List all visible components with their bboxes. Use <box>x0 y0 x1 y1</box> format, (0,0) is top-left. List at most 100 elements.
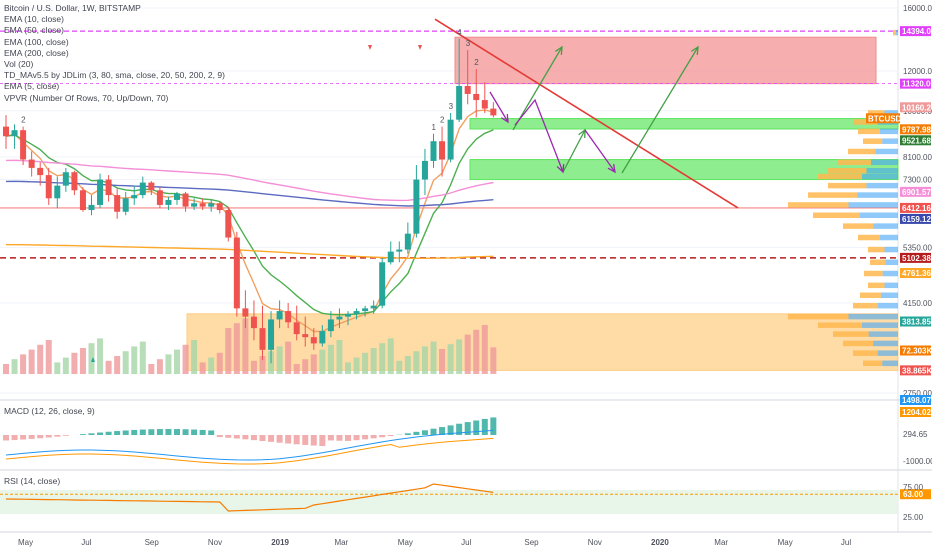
candle-body <box>371 306 377 309</box>
volume-bar <box>294 364 300 374</box>
macd-histogram-bar <box>319 435 325 446</box>
volume-bar <box>71 353 77 374</box>
volume-profile-bar <box>880 235 898 241</box>
volume-bar <box>200 362 206 374</box>
price-tag-text: 6159.12 <box>902 215 931 224</box>
legend-volume[interactable]: Vol (20) <box>4 59 225 70</box>
candle-body <box>456 86 462 120</box>
macd-histogram-bar <box>285 435 291 444</box>
price-tag-text: 14394.00 <box>902 27 932 36</box>
macd-histogram-bar <box>123 430 129 435</box>
candle-body <box>379 262 385 305</box>
candle-body <box>140 183 146 195</box>
rsi-band <box>0 490 898 514</box>
macd-histogram-bar <box>268 435 274 442</box>
macd-label[interactable]: MACD (12, 26, close, 9) <box>4 406 95 416</box>
candle-body <box>405 234 411 250</box>
legend-td-ma[interactable]: TD_MAv5.5 by JDLim (3, 80, sma, close, 2… <box>4 70 225 81</box>
macd-histogram-bar <box>336 435 342 441</box>
volume-profile-bar <box>853 350 878 356</box>
volume-profile-bar <box>881 293 898 299</box>
macd-histogram-bar <box>422 430 428 435</box>
volume-profile-bar <box>858 235 880 241</box>
macd-histogram-bar <box>413 432 419 435</box>
macd-histogram-bar <box>29 435 35 439</box>
volume-profile-bar <box>883 271 898 277</box>
candle-body <box>268 319 274 349</box>
macd-histogram-bar <box>200 430 206 435</box>
price-tag-text: 38.865K <box>902 366 932 375</box>
volume-profile-bar <box>863 138 882 144</box>
volume-profile-bar <box>885 283 899 289</box>
volume-profile-bar <box>878 303 898 309</box>
volume-bar <box>456 339 462 374</box>
macd-histogram-bar <box>191 430 197 435</box>
volume-bar <box>362 353 368 374</box>
price-tag-text: 9787.98 <box>902 125 931 134</box>
volume-bar <box>482 325 488 374</box>
td-count-label: 4 <box>457 28 462 37</box>
volume-bar <box>311 354 317 374</box>
candle-body <box>465 86 471 94</box>
chart-title[interactable]: Bitcoin / U.S. Dollar, 1W, BITSTAMP <box>4 3 225 14</box>
macd-histogram-bar <box>183 429 189 435</box>
macd-tick-label: 1204.02 <box>902 408 931 417</box>
time-tick-label: May <box>18 538 33 547</box>
zone-accumulation <box>187 314 898 371</box>
candle-body <box>97 180 103 205</box>
candle-body <box>362 308 368 311</box>
price-tag-text: 3813.85 <box>902 317 931 326</box>
macd-histogram-bar <box>37 435 43 438</box>
macd-histogram-bar <box>217 435 223 437</box>
macd-histogram-bar <box>490 417 496 435</box>
td-count-label: 1 <box>432 123 437 132</box>
volume-profile-bar <box>873 341 898 347</box>
volume-profile-bar <box>818 322 862 328</box>
volume-profile-bar <box>788 202 849 208</box>
time-tick-label: Mar <box>335 538 349 547</box>
volume-bar <box>148 364 154 374</box>
time-tick-label: 2020 <box>651 538 669 547</box>
candle-body <box>29 160 35 168</box>
macd-histogram-bar <box>362 435 368 439</box>
volume-bar <box>217 353 223 374</box>
legend-ema200[interactable]: EMA (200, close) <box>4 48 225 59</box>
volume-bar <box>336 340 342 374</box>
candle-body <box>148 183 154 191</box>
macd-histogram-bar <box>482 419 488 435</box>
price-tag-text: 9521.68 <box>902 136 931 145</box>
candle-body <box>439 141 445 159</box>
legend-ema50[interactable]: EMA (50, close) <box>4 25 225 36</box>
volume-profile-bar <box>868 283 885 289</box>
volume-profile-bar <box>843 223 873 229</box>
candle-body <box>388 252 394 263</box>
indicator-legend: Bitcoin / U.S. Dollar, 1W, BITSTAMP EMA … <box>4 3 225 104</box>
legend-ema5[interactable]: EMA (5, close) <box>4 81 225 92</box>
macd-histogram-bar <box>431 429 437 435</box>
candle-body <box>157 190 163 205</box>
macd-histogram-bar <box>63 435 69 436</box>
volume-profile-bar <box>828 168 867 174</box>
candle-body <box>200 203 206 206</box>
legend-ema10[interactable]: EMA (10, close) <box>4 14 225 25</box>
macd-histogram-bar <box>54 435 60 437</box>
macd-histogram-bar <box>225 435 231 438</box>
macd-histogram-bar <box>242 435 248 439</box>
volume-bar <box>345 362 351 374</box>
price-tag-text: 4761.36 <box>902 269 931 278</box>
volume-profile-bar <box>862 322 898 328</box>
candle-body <box>54 186 60 199</box>
price-tag-text: 72.303K <box>902 347 932 356</box>
volume-profile-bar <box>882 138 898 144</box>
volume-bar <box>225 328 231 374</box>
volume-bar <box>80 348 86 374</box>
volume-bar <box>396 361 402 374</box>
zone-resistance <box>455 37 876 83</box>
legend-vpvr[interactable]: VPVR (Number Of Rows, 70, Up/Down, 70) <box>4 93 225 104</box>
legend-ema100[interactable]: EMA (100, close) <box>4 37 225 48</box>
volume-bar <box>46 340 52 374</box>
candle-body <box>191 203 197 206</box>
macd-histogram-bar <box>388 435 394 436</box>
candle-body <box>131 195 137 198</box>
rsi-label[interactable]: RSI (14, close) <box>4 476 60 486</box>
